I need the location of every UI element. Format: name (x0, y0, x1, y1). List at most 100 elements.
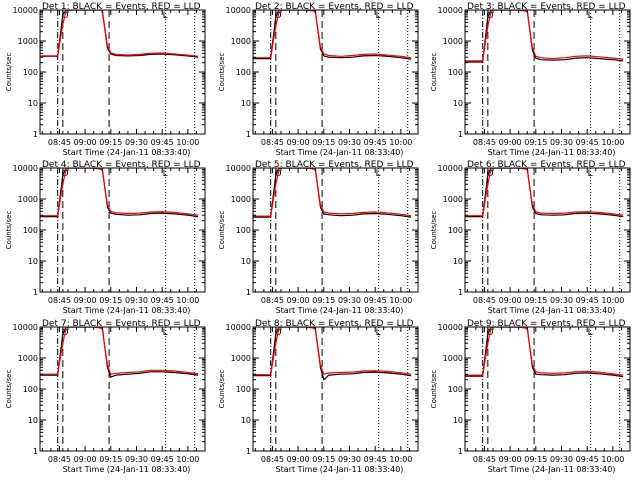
x-tick-label: 10:00 (601, 296, 624, 305)
chart-title: Det 5: BLACK = Events, RED = LLD (255, 160, 414, 170)
x-tick-label: 09:45 (364, 455, 387, 464)
chart-title: Det 1: BLACK = Events, RED = LLD (42, 2, 201, 12)
plot-frame (39, 326, 206, 452)
y-tick-label: 100 (448, 68, 463, 77)
x-tick-label: 09:00 (74, 296, 97, 305)
x-tick-label: 09:15 (99, 138, 122, 147)
x-tick-label: 09:00 (499, 296, 522, 305)
plot-frame (464, 9, 631, 135)
series-line-lld (465, 168, 624, 217)
plot-frame (252, 167, 419, 293)
x-tick-label: 08:45 (261, 138, 284, 147)
x-tick-label: 09:45 (151, 296, 174, 305)
x-axis-label: Start Time (24-Jan-11 08:33:40) (63, 465, 191, 474)
x-tick-label: 08:45 (48, 138, 71, 147)
x-tick-label: 10:00 (176, 138, 199, 147)
x-tick-label: 09:15 (312, 296, 335, 305)
x-tick-label: 08:45 (261, 455, 284, 464)
y-axis-label: Counts/sec (218, 53, 226, 92)
y-tick-label: 1000 (231, 354, 251, 363)
y-tick-label: 10 (453, 257, 463, 266)
y-tick-label: 100 (236, 226, 251, 235)
y-tick-label: 10 (28, 257, 38, 266)
y-tick-label: 1000 (443, 195, 463, 204)
x-tick-label: 08:45 (473, 138, 496, 147)
chart-title: Det 6: BLACK = Events, RED = LLD (467, 160, 626, 170)
x-tick-label: 09:30 (550, 455, 573, 464)
y-axis-label: Counts/sec (430, 53, 438, 92)
y-tick-label: 1 (246, 130, 251, 139)
chart-title: Det 4: BLACK = Events, RED = LLD (42, 160, 201, 170)
series-line-lld (40, 327, 199, 375)
x-tick-label: 09:45 (576, 138, 599, 147)
series-line-lld (40, 168, 199, 217)
y-axis-label: Counts/sec (5, 53, 13, 92)
y-tick-label: 1 (33, 288, 38, 297)
y-tick-label: 1 (33, 130, 38, 139)
plot-frame (464, 326, 631, 452)
x-tick-label: 09:15 (312, 455, 335, 464)
chart-title: Det 7: BLACK = Events, RED = LLD (42, 319, 201, 329)
x-tick-label: 09:45 (364, 296, 387, 305)
chart-title: Det 9: BLACK = Events, RED = LLD (467, 319, 626, 329)
y-tick-label: 10000 (438, 6, 463, 15)
x-axis-label: Start Time (24-Jan-11 08:33:40) (63, 148, 191, 157)
x-axis-label: Start Time (24-Jan-11 08:33:40) (63, 306, 191, 315)
x-axis-label: Start Time (24-Jan-11 08:33:40) (488, 465, 616, 474)
y-tick-label: 1 (246, 447, 251, 456)
y-axis-label: Counts/sec (218, 211, 226, 250)
y-tick-label: 10000 (13, 323, 38, 332)
y-tick-label: 10 (28, 416, 38, 425)
x-tick-label: 08:45 (473, 296, 496, 305)
x-tick-label: 10:00 (176, 296, 199, 305)
x-tick-label: 10:00 (389, 138, 412, 147)
marker-glyph-l: L (376, 11, 381, 21)
x-tick-label: 09:45 (151, 138, 174, 147)
x-tick-label: 09:15 (524, 296, 547, 305)
y-axis-label: Counts/sec (430, 370, 438, 409)
y-tick-label: 1000 (231, 195, 251, 204)
x-axis-label: Start Time (24-Jan-11 08:33:40) (276, 465, 404, 474)
x-tick-label: 09:00 (499, 138, 522, 147)
series-line-lld (40, 10, 199, 57)
marker-glyph-l: L (163, 169, 168, 179)
x-tick-label: 10:00 (176, 455, 199, 464)
marker-glyph-l: L (376, 169, 381, 179)
x-tick-label: 09:00 (287, 455, 310, 464)
marker-glyph-l: L (588, 328, 593, 338)
x-tick-label: 10:00 (601, 138, 624, 147)
plot-frame (464, 167, 631, 293)
y-tick-label: 1 (458, 130, 463, 139)
x-axis-label: Start Time (24-Jan-11 08:33:40) (276, 306, 404, 315)
chart-title: Det 2: BLACK = Events, RED = LLD (255, 2, 414, 12)
y-tick-label: 10 (453, 99, 463, 108)
x-tick-label: 09:00 (74, 138, 97, 147)
plot-frame (39, 167, 206, 293)
y-tick-label: 100 (23, 385, 38, 394)
marker-glyph-l: L (376, 328, 381, 338)
y-tick-label: 10000 (438, 323, 463, 332)
x-axis-label: Start Time (24-Jan-11 08:33:40) (488, 148, 616, 157)
y-tick-label: 100 (23, 68, 38, 77)
x-tick-label: 09:15 (524, 138, 547, 147)
x-tick-label: 09:30 (338, 455, 361, 464)
x-tick-label: 09:45 (151, 455, 174, 464)
y-tick-label: 10000 (226, 323, 251, 332)
x-tick-label: 10:00 (389, 296, 412, 305)
y-axis-label: Counts/sec (218, 370, 226, 409)
y-tick-label: 10000 (226, 6, 251, 15)
y-axis-label: Counts/sec (5, 211, 13, 250)
y-tick-label: 10000 (13, 164, 38, 173)
x-axis-label: Start Time (24-Jan-11 08:33:40) (276, 148, 404, 157)
x-tick-label: 08:45 (48, 455, 71, 464)
x-tick-label: 10:00 (389, 455, 412, 464)
y-tick-label: 10 (241, 416, 251, 425)
x-tick-label: 09:30 (125, 138, 148, 147)
